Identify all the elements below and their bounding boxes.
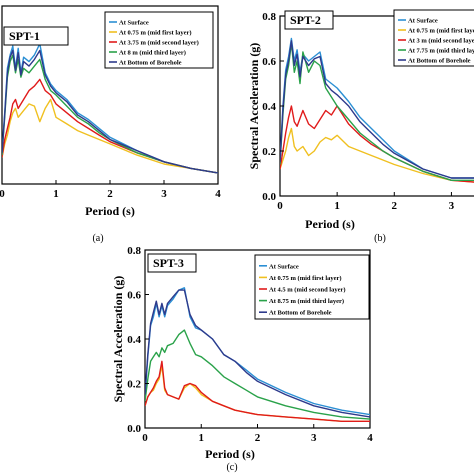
- x-axis-title: Period (s): [205, 447, 255, 461]
- series-line-0: [2, 43, 218, 174]
- series-line-3: [145, 329, 370, 420]
- legend: At Surface At 0.75 m (mid first layer) At …: [254, 254, 370, 320]
- x-tick-label: 0: [142, 432, 148, 444]
- y-axis-title: Spectral Acceleration (g): [247, 43, 261, 170]
- x-tick-label: 2: [392, 200, 398, 212]
- series-group: [145, 287, 370, 422]
- legend-entry-0: At Surface: [269, 263, 299, 270]
- y-tick-label: 0.4: [127, 334, 141, 346]
- legend-entry-0: At Surface: [119, 20, 149, 27]
- legend-box: [104, 11, 214, 69]
- panel-title-box: [284, 10, 334, 30]
- x-axis-title: Period (s): [85, 204, 135, 218]
- x-tick-label: 0: [0, 188, 5, 200]
- y-tick-label: 0.8: [262, 11, 276, 23]
- panel-caption: (b): [374, 233, 386, 244]
- x-axis-title: Period (s): [305, 217, 355, 231]
- legend: At Surface At 0.75 m (mid first layer) At …: [104, 11, 214, 69]
- y-tick-label: 0.0: [262, 191, 276, 203]
- series-group: [280, 37, 474, 183]
- legend-entry-2: At 3 m (mid second layer): [408, 38, 474, 45]
- series-line-1: [2, 98, 218, 174]
- y-tick-label: 0.6: [127, 290, 141, 302]
- y-tick-label: 0.2: [127, 379, 141, 391]
- x-tick-label: 2: [107, 188, 113, 200]
- panel-spt-3: 0 1 2 3 4 0.0 0.2 0.4 0.6 0.8 Period (s) Spectral A…: [111, 245, 373, 473]
- series-line-2: [145, 360, 370, 422]
- series-line-1: [145, 365, 370, 422]
- series-line-3: [2, 54, 218, 174]
- legend-box: [393, 9, 474, 67]
- legend-entry-1: At 0.75 m (mid first layer): [269, 275, 342, 282]
- series-line-4: [2, 49, 218, 174]
- legend-entry-1: At 0.75 m (mid first layer): [408, 28, 474, 35]
- panel-spt-2: 0 1 2 3 0.0 0.2 0.4 0.6 0.8 Period (s) Spectral Ac…: [247, 9, 474, 244]
- legend-entry-3: At 7.75 m (mid third layer): [408, 48, 474, 55]
- x-tick-label: 1: [53, 188, 59, 200]
- x-tick-label: 1: [334, 200, 340, 212]
- x-tick-label: 4: [367, 432, 373, 444]
- y-axis-title: Spectral Acceleration (g): [111, 276, 125, 403]
- legend-entry-4: At Bottom of Borehole: [408, 58, 471, 65]
- legend-entry-2: At 4.5 m (mid second layer): [269, 287, 346, 294]
- x-tick-label: 0: [277, 200, 283, 212]
- series-group: [2, 43, 218, 174]
- series-line-1: [280, 127, 474, 183]
- series-line-4: [280, 40, 474, 179]
- legend-entry-1: At 0.75 m (mid first layer): [119, 30, 192, 37]
- y-tick-label: 0.0: [127, 423, 141, 435]
- x-tick-label: 3: [311, 432, 317, 444]
- series-line-4: [145, 289, 370, 418]
- panel-caption: (c): [226, 462, 237, 473]
- x-tick-label: 3: [161, 188, 167, 200]
- x-tick-label: 4: [215, 188, 221, 200]
- series-line-2: [280, 105, 474, 183]
- legend-entry-3: At 8 m (mid third layer): [119, 50, 186, 57]
- x-tick-label: 1: [199, 432, 205, 444]
- legend-entry-0: At Surface: [408, 18, 438, 25]
- legend-box: [254, 254, 370, 320]
- panel-title-box: [3, 26, 69, 46]
- legend-entry-2: At 3.75 m (mid second layer): [119, 40, 199, 47]
- panel-title: SPT-1: [9, 29, 40, 43]
- y-tick-label: 0.4: [262, 101, 276, 113]
- panel-title: SPT-2: [290, 13, 321, 27]
- series-line-2: [2, 78, 218, 174]
- x-tick-label: 3: [449, 200, 455, 212]
- y-tick-label: 0.6: [262, 56, 276, 68]
- legend-entry-4: At Bottom of Borehole: [119, 60, 182, 67]
- legend: At Surface At 0.75 m (mid first layer) At …: [393, 9, 474, 67]
- panel-title: SPT-3: [153, 256, 184, 270]
- x-tick-label: 2: [255, 432, 261, 444]
- y-tick-label: 0.8: [127, 245, 141, 257]
- panel-spt-1: 0 1 2 3 4 Period (s) SPT-1 At Surface At 0.75 m …: [0, 5, 221, 244]
- y-tick-label: 0.2: [262, 146, 276, 158]
- legend-entry-4: At Bottom of Borehole: [269, 310, 332, 317]
- panel-title-box: [147, 253, 197, 273]
- panel-caption: (a): [92, 233, 103, 244]
- legend-entry-3: At 8.75 m (mid third layer): [269, 298, 344, 305]
